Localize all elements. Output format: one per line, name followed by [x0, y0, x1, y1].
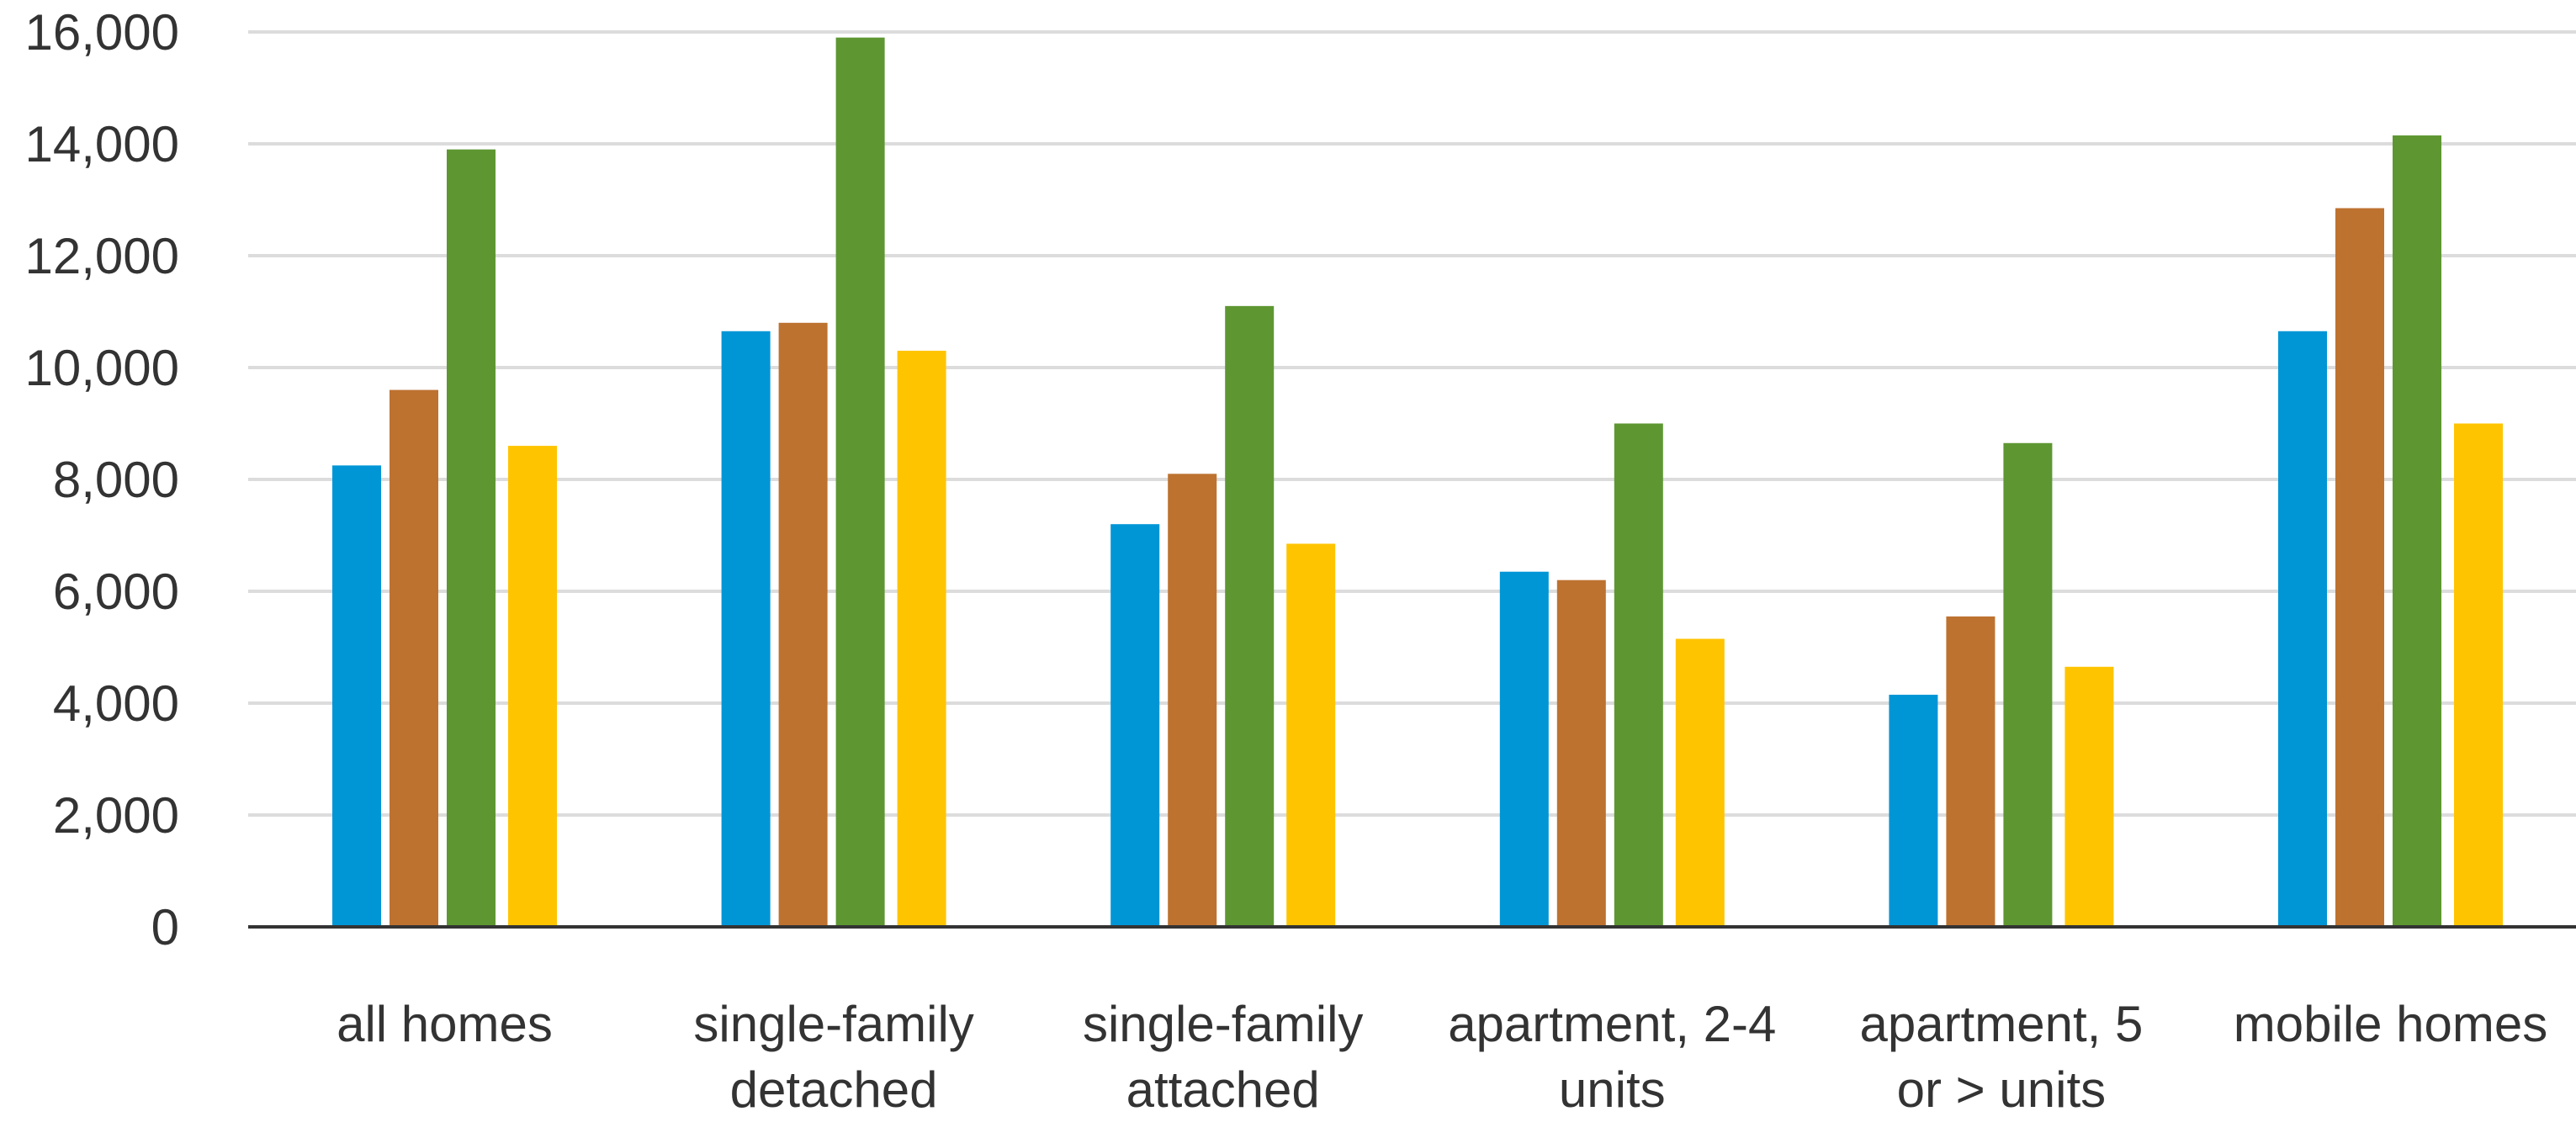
x-tick-label-line: single-family	[693, 996, 973, 1052]
bar	[390, 389, 438, 928]
bar	[721, 331, 771, 927]
y-tick-label: 0	[151, 899, 179, 955]
x-tick-label-line: or > units	[1897, 1061, 2106, 1118]
bar	[1946, 616, 1996, 927]
x-tick-label-line: single-family	[1083, 996, 1363, 1052]
bar	[508, 446, 557, 927]
bar	[2335, 208, 2384, 928]
x-tick-label: single-family detached	[693, 996, 973, 1118]
bar	[835, 37, 885, 927]
bar	[2393, 135, 2441, 927]
x-tick-label: all homes	[337, 996, 553, 1052]
y-tick-label: 6,000	[53, 564, 179, 620]
x-tick-label-line: attached	[1126, 1061, 1320, 1118]
bar	[1675, 638, 1725, 927]
bar	[1168, 474, 1217, 927]
x-tick-label: single-family attached	[1083, 996, 1363, 1118]
y-tick-label: 4,000	[53, 675, 179, 732]
bar	[1614, 423, 1663, 927]
x-tick-label-line: units	[1559, 1061, 1666, 1118]
y-tick-label: 16,000	[24, 4, 179, 61]
bar	[1286, 543, 1336, 927]
bar	[1556, 580, 1606, 927]
bar	[897, 351, 946, 927]
bar	[2003, 442, 2053, 927]
bar	[2065, 666, 2114, 927]
bar	[1225, 305, 1275, 928]
y-tick-label: 14,000	[24, 116, 179, 172]
y-tick-label: 2,000	[53, 787, 179, 844]
bar	[332, 465, 381, 927]
tick-labels: 0 2,000 4,000 6,000 8,000 10,000 12,000 14,000 1…	[24, 4, 2547, 1118]
x-tick-label-line: detached	[730, 1061, 938, 1118]
bar	[447, 149, 496, 927]
y-tick-label: 10,000	[24, 340, 179, 396]
x-tick-label-line: all homes	[337, 996, 553, 1052]
y-tick-label: 12,000	[24, 228, 179, 284]
gridlines	[248, 30, 2576, 817]
x-tick-label-line: apartment, 5	[1859, 996, 2143, 1052]
x-tick-label-line: mobile homes	[2234, 996, 2548, 1052]
bar	[2278, 331, 2327, 927]
bar	[1110, 524, 1160, 927]
bar	[778, 322, 828, 927]
x-tick-label-line: apartment, 2-4	[1448, 996, 1776, 1052]
bar	[1499, 571, 1549, 927]
bar	[2454, 423, 2503, 927]
x-tick-label: apartment, 5 or > units	[1859, 996, 2143, 1118]
x-tick-label: apartment, 2-4 units	[1448, 996, 1776, 1118]
bar	[1889, 695, 1938, 927]
x-tick-label: mobile homes	[2234, 996, 2548, 1052]
bars	[332, 37, 2503, 928]
y-tick-label: 8,000	[53, 452, 179, 508]
